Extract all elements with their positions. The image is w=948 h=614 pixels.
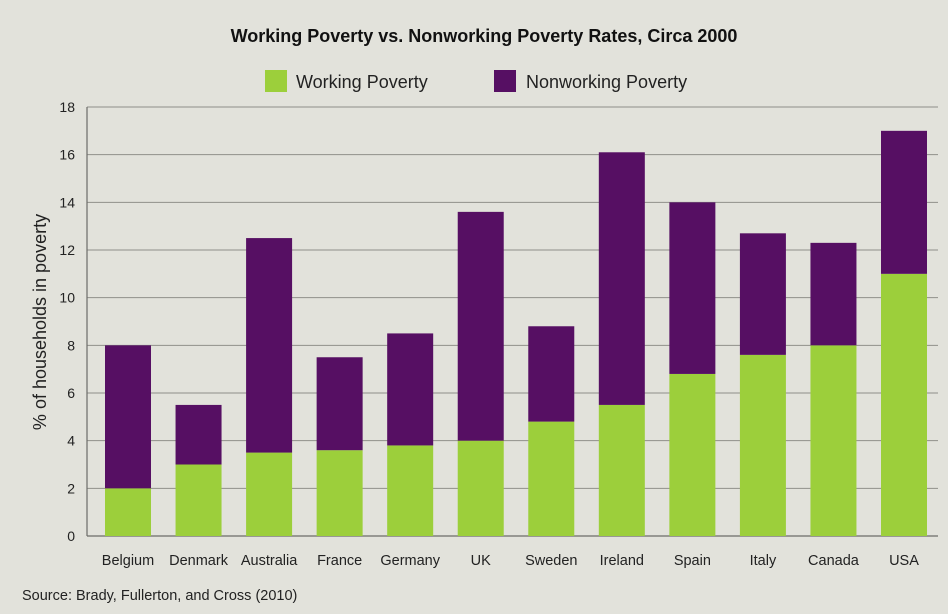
bar-france-working	[316, 450, 363, 536]
bar-denmark-nonworking	[175, 404, 222, 465]
y-tick-label: 6	[67, 385, 75, 401]
legend-swatch-nonworking-poverty	[494, 70, 516, 92]
legend-label-nonworking-poverty: Nonworking Poverty	[526, 72, 687, 92]
x-tick-label-australia: Australia	[241, 553, 298, 569]
x-tick-label-italy: Italy	[750, 553, 777, 569]
y-tick-label: 16	[59, 147, 75, 163]
x-tick-label-france: France	[317, 553, 362, 569]
bar-italy-nonworking	[739, 233, 786, 355]
x-tick-label-canada: Canada	[808, 553, 860, 569]
bar-australia-nonworking	[246, 238, 293, 453]
chart-title: Working Poverty vs. Nonworking Poverty R…	[231, 26, 738, 46]
y-tick-label: 0	[67, 528, 75, 544]
y-tick-label: 14	[59, 194, 75, 210]
y-tick-label: 12	[59, 242, 75, 258]
bar-germany-working	[387, 445, 434, 536]
y-tick-label: 4	[67, 433, 75, 449]
bar-australia-working	[246, 452, 293, 536]
y-axis-label: % of households in poverty	[30, 214, 50, 430]
bar-germany-nonworking	[387, 333, 434, 446]
bar-ireland-nonworking	[598, 152, 645, 405]
bar-ireland-working	[598, 404, 645, 536]
y-tick-label: 18	[59, 99, 75, 115]
x-axis-labels: Belgium Denmark Australia France Germany UK Sw…	[102, 553, 919, 569]
gridlines	[86, 106, 938, 537]
bar-spain-working	[669, 373, 716, 536]
x-tick-label-sweden: Sweden	[525, 553, 577, 569]
bar-canada-nonworking	[810, 242, 857, 346]
y-tick-label: 2	[67, 480, 75, 496]
y-tick-label: 8	[67, 337, 75, 353]
x-tick-label-belgium: Belgium	[102, 553, 154, 569]
bar-uk-nonworking	[457, 211, 504, 441]
bar-belgium-working	[105, 488, 151, 536]
legend-label-working-poverty: Working Poverty	[296, 72, 428, 92]
x-tick-label-denmark: Denmark	[169, 553, 229, 569]
x-tick-label-germany: Germany	[380, 553, 440, 569]
bar-denmark-working	[175, 464, 222, 536]
bar-usa-nonworking	[881, 130, 927, 274]
bar-uk-working	[457, 440, 504, 536]
x-tick-label-ireland: Ireland	[600, 553, 644, 569]
bar-belgium-nonworking	[105, 345, 151, 489]
bar-spain-nonworking	[669, 202, 716, 374]
bar-france-nonworking	[316, 357, 363, 451]
source-note: Source: Brady, Fullerton, and Cross (201…	[22, 588, 297, 604]
y-axis-ticks: 0 2 4 6 8 10 12 14 16 18	[59, 99, 75, 544]
legend-swatch-working-poverty	[265, 70, 287, 92]
bar-sweden-nonworking	[528, 326, 575, 422]
bar-usa-working	[881, 273, 927, 536]
x-tick-label-spain: Spain	[674, 553, 711, 569]
bar-canada-working	[810, 345, 857, 536]
x-tick-label-usa: USA	[889, 553, 919, 569]
x-tick-label-uk: UK	[471, 553, 491, 569]
legend: Working Poverty Nonworking Poverty	[265, 70, 687, 92]
bar-italy-working	[739, 354, 786, 536]
bar-sweden-working	[528, 421, 575, 536]
y-tick-label: 10	[59, 290, 75, 306]
bars	[105, 130, 927, 536]
